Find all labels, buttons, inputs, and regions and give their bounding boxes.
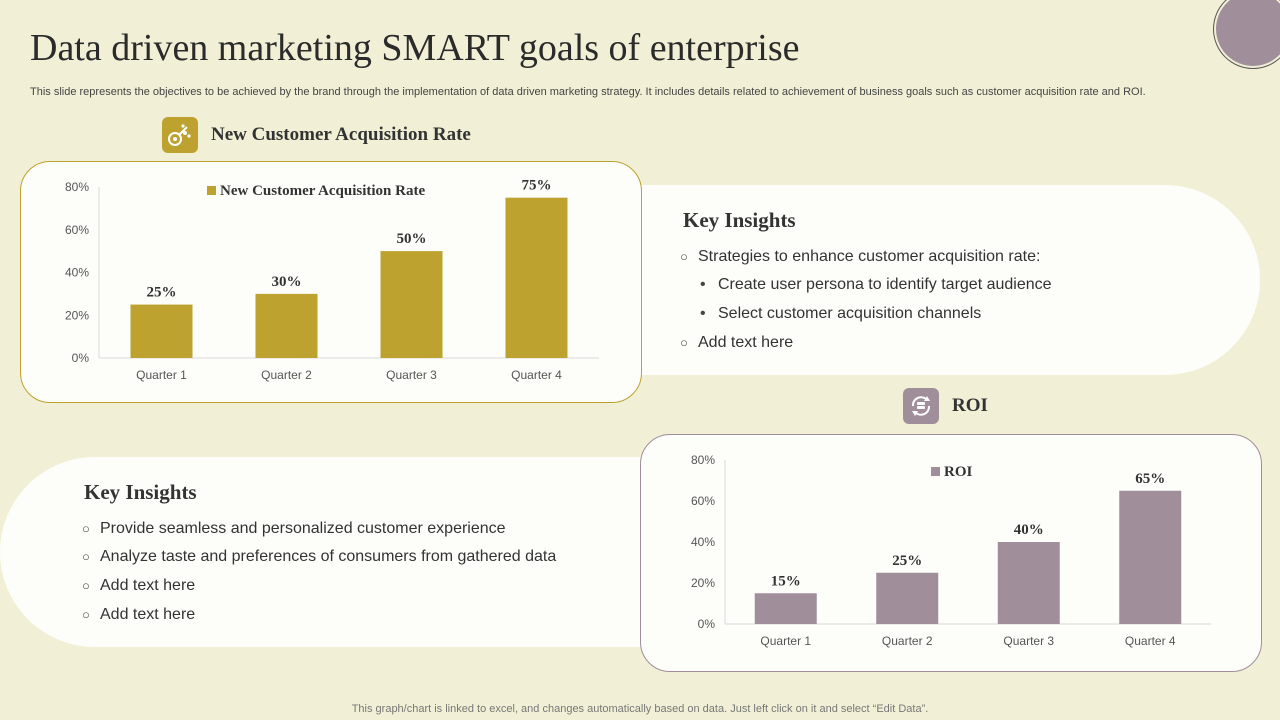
- insight-item-acquisition-4: ○ Add text here: [680, 334, 793, 352]
- decorative-circle: [1216, 0, 1280, 66]
- data-label: 25%: [147, 285, 177, 301]
- y-tick-label: 60%: [691, 494, 715, 508]
- section-label-roi: ROI: [952, 395, 988, 416]
- section-header-acquisition: New Customer Acquisition Rate: [162, 117, 471, 153]
- bar: [876, 572, 939, 624]
- footer-note: This graph/chart is linked to excel, and…: [351, 703, 929, 715]
- x-tick-label: Quarter 2: [882, 634, 933, 648]
- insight-text: Add text here: [100, 606, 196, 623]
- circle-bullet-icon: ○: [82, 607, 90, 622]
- y-tick-label: 20%: [691, 576, 715, 590]
- y-tick-label: 40%: [691, 535, 715, 549]
- insights-panel-acquisition: [560, 185, 1260, 375]
- bar: [1119, 490, 1182, 624]
- page-title: Data driven marketing SMART goals of ent…: [30, 27, 800, 69]
- data-label: 65%: [1135, 471, 1165, 487]
- legend-label: ROI: [944, 464, 973, 480]
- insight-item-acquisition-2: • Create user persona to identify target …: [700, 276, 1052, 294]
- bar: [255, 293, 318, 358]
- insight-text: Add text here: [100, 577, 196, 594]
- insights-title-roi: Key Insights: [84, 480, 197, 504]
- x-tick-label: Quarter 3: [1003, 634, 1054, 648]
- y-tick-label: 0%: [698, 617, 716, 631]
- section-label-acquisition: New Customer Acquisition Rate: [211, 124, 471, 145]
- bar: [130, 304, 193, 358]
- acquisition-bar-chart[interactable]: 0% 20% 40% 60% 80% 25% Quarter 1 30% Quarter 2 50…: [21, 162, 641, 402]
- y-tick-label: 0%: [72, 351, 90, 365]
- roi-bar-chart[interactable]: 0% 20% 40% 60% 80% 15% Quarter 1 25% Quarter 2 40…: [641, 435, 1261, 671]
- insight-item-roi-2: ○ Analyze taste and preferences of consum…: [82, 548, 556, 566]
- page-subtitle: This slide represents the objectives to …: [30, 86, 1146, 98]
- circle-bullet-icon: ○: [82, 549, 90, 564]
- y-tick-label: 80%: [65, 180, 89, 194]
- dot-bullet-icon: •: [700, 276, 706, 293]
- data-label: 30%: [272, 274, 302, 290]
- insight-item-roi-4: ○ Add text here: [82, 606, 195, 624]
- bar: [505, 197, 568, 358]
- x-tick-label: Quarter 1: [760, 634, 811, 648]
- circle-bullet-icon: ○: [82, 521, 90, 536]
- insight-item-acquisition-1: ○ Strategies to enhance customer acquisit…: [680, 248, 1040, 266]
- insight-item-roi-1: ○ Provide seamless and personalized custo…: [82, 520, 506, 538]
- y-tick-label: 40%: [65, 266, 89, 280]
- data-label: 15%: [771, 573, 801, 589]
- bar: [997, 542, 1060, 624]
- roi-chart-card[interactable]: 0% 20% 40% 60% 80% 15% Quarter 1 25% Quarter 2 40…: [640, 434, 1262, 672]
- bar: [754, 593, 817, 624]
- circle-bullet-icon: ○: [680, 249, 688, 264]
- coin-cycle-icon: [903, 388, 939, 424]
- insight-item-acquisition-3: • Select customer acquisition channels: [700, 305, 981, 323]
- legend-label: New Customer Acquisition Rate: [220, 183, 425, 199]
- x-tick-label: Quarter 2: [261, 368, 312, 382]
- insight-text: Provide seamless and personalized custom…: [100, 520, 506, 537]
- legend-swatch: [207, 186, 216, 195]
- target-people-icon: [162, 117, 198, 153]
- x-tick-label: Quarter 3: [386, 368, 437, 382]
- insight-text: Select customer acquisition channels: [718, 305, 982, 322]
- x-tick-label: Quarter 1: [136, 368, 187, 382]
- insight-text: Add text here: [698, 334, 794, 351]
- dot-bullet-icon: •: [700, 305, 706, 322]
- legend-swatch: [931, 467, 940, 476]
- data-label: 75%: [522, 178, 552, 194]
- insights-title-acquisition: Key Insights: [683, 208, 796, 232]
- data-label: 40%: [1014, 522, 1044, 538]
- bar: [380, 251, 443, 358]
- circle-bullet-icon: ○: [82, 578, 90, 593]
- acquisition-chart-card[interactable]: 0% 20% 40% 60% 80% 25% Quarter 1 30% Quarter 2 50…: [20, 161, 642, 403]
- circle-bullet-icon: ○: [680, 335, 688, 350]
- data-label: 50%: [397, 231, 427, 247]
- insight-text: Strategies to enhance customer acquisiti…: [698, 248, 1041, 265]
- insight-text: Create user persona to identify target a…: [718, 276, 1052, 293]
- y-tick-label: 60%: [65, 223, 89, 237]
- insight-text: Analyze taste and preferences of consume…: [100, 548, 557, 565]
- section-header-roi: ROI: [903, 388, 988, 424]
- data-label: 25%: [892, 553, 922, 569]
- y-tick-label: 80%: [691, 453, 715, 467]
- x-tick-label: Quarter 4: [511, 368, 562, 382]
- y-tick-label: 20%: [65, 308, 89, 322]
- x-tick-label: Quarter 4: [1125, 634, 1176, 648]
- insight-item-roi-3: ○ Add text here: [82, 577, 195, 595]
- insights-panel-roi: [0, 457, 700, 647]
